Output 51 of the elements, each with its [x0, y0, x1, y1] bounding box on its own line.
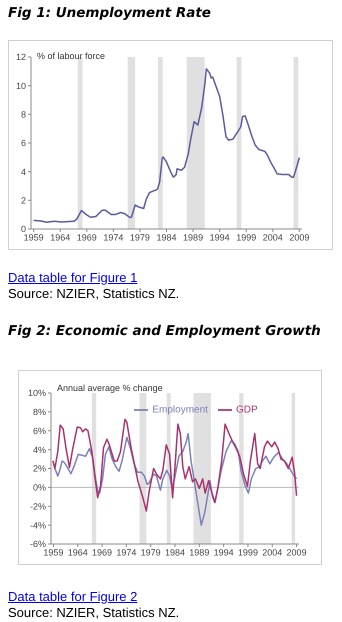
y-tick-label: 2 [20, 196, 26, 206]
text: Data table for Figure 2 [8, 589, 138, 605]
y-axis-title: % of labour force [37, 51, 106, 61]
text: Data table for Figure 1 [8, 270, 138, 286]
x-tick-label: 1969 [76, 232, 97, 242]
y-tick-label: 10 [16, 80, 26, 91]
y-tick-label: 12 [16, 52, 26, 62]
legend-label: Employment [152, 404, 208, 416]
chart-title: Fig 1: Unemployment Rate [8, 4, 212, 22]
x-tick-label: 2004 [262, 232, 283, 242]
y-tick-label: -6% [30, 539, 46, 550]
y-tick-label: -4% [30, 520, 46, 530]
x-tick-label: 1999 [238, 547, 258, 558]
source-note: Source: NZIER, Statistics NZ. [8, 605, 180, 621]
x-tick-label: 2004 [262, 547, 282, 558]
y-tick-label: 2% [32, 464, 46, 474]
x-tick-label: 1984 [156, 232, 177, 242]
x-tick-label: 1984 [164, 547, 186, 558]
y-tick-label: 6 [20, 138, 26, 148]
x-tick-label: 1969 [92, 547, 112, 558]
line-series [52, 432, 298, 526]
x-tick-label: 1979 [140, 547, 161, 558]
x-tick-label: 1964 [68, 547, 88, 558]
x-tick-label: 2009 [289, 232, 310, 242]
x-tick-label: 1989 [183, 232, 204, 242]
line-series [52, 418, 298, 512]
y-tick-label: 6% [32, 426, 46, 436]
y-tick-label: 4% [32, 444, 46, 455]
y-tick-label: 0 [20, 224, 26, 234]
x-tick-label: 1959 [43, 547, 64, 558]
y-tick-label: -2% [30, 501, 46, 512]
line-series [32, 68, 300, 224]
y-tick-label: 10% [28, 388, 46, 398]
y-tick-label: 0% [32, 482, 46, 493]
x-tick-label: 1964 [50, 232, 70, 242]
legend-label: GDP [236, 404, 258, 416]
x-tick-label: 1974 [116, 547, 136, 558]
source-note: Source: NZIER, Statistics NZ. [8, 286, 180, 302]
y-tick-label: 4 [20, 166, 26, 177]
y-tick-label: 8% [32, 407, 46, 418]
x-tick-label: 1994 [214, 547, 234, 558]
y-tick-label: 8 [20, 110, 26, 120]
chart-title: Fig 2: Economic and Employment Growth [8, 322, 322, 340]
x-tick-label: 2009 [286, 547, 307, 558]
y-axis-title: Annual average % change [57, 383, 163, 393]
x-tick-label: 1974 [103, 232, 124, 242]
x-tick-label: 1989 [189, 547, 210, 558]
x-tick-label: 1994 [210, 232, 230, 242]
x-tick-label: 1999 [236, 232, 256, 242]
x-tick-label: 1959 [24, 232, 44, 242]
x-tick-label: 1979 [130, 232, 150, 242]
